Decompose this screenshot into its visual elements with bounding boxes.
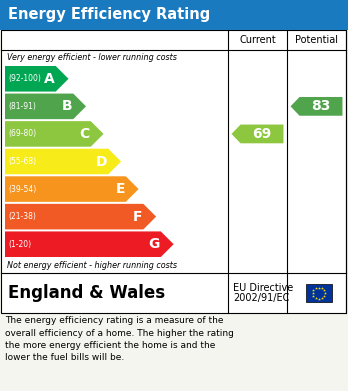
Text: 83: 83 xyxy=(311,99,330,113)
Text: A: A xyxy=(44,72,55,86)
Text: (92-100): (92-100) xyxy=(8,74,41,83)
Text: (81-91): (81-91) xyxy=(8,102,36,111)
Polygon shape xyxy=(5,93,86,119)
Bar xyxy=(0,0,348,30)
Text: B: B xyxy=(62,99,72,113)
Text: E: E xyxy=(115,182,125,196)
Polygon shape xyxy=(5,121,104,147)
Text: (69-80): (69-80) xyxy=(8,129,36,138)
Text: C: C xyxy=(79,127,90,141)
Polygon shape xyxy=(5,66,69,91)
Polygon shape xyxy=(5,176,139,202)
Text: (39-54): (39-54) xyxy=(8,185,36,194)
Polygon shape xyxy=(5,231,174,257)
Text: G: G xyxy=(149,237,160,251)
Text: Current: Current xyxy=(239,35,276,45)
Text: Potential: Potential xyxy=(295,35,338,45)
Polygon shape xyxy=(5,149,121,174)
Text: England & Wales: England & Wales xyxy=(8,284,165,302)
Bar xyxy=(1,30,346,313)
Text: (1-20): (1-20) xyxy=(8,240,31,249)
Text: EU Directive: EU Directive xyxy=(233,283,293,293)
Text: Energy Efficiency Rating: Energy Efficiency Rating xyxy=(8,7,210,23)
Text: F: F xyxy=(133,210,142,224)
Text: (21-38): (21-38) xyxy=(8,212,36,221)
Polygon shape xyxy=(5,204,156,230)
Text: Not energy efficient - higher running costs: Not energy efficient - higher running co… xyxy=(7,262,177,271)
Text: 69: 69 xyxy=(252,127,271,141)
Bar xyxy=(306,284,332,302)
Text: The energy efficiency rating is a measure of the
overall efficiency of a home. T: The energy efficiency rating is a measur… xyxy=(5,316,234,362)
Text: (55-68): (55-68) xyxy=(8,157,36,166)
Polygon shape xyxy=(291,97,342,116)
Polygon shape xyxy=(231,125,284,143)
Text: Very energy efficient - lower running costs: Very energy efficient - lower running co… xyxy=(7,54,177,63)
Text: D: D xyxy=(96,154,107,169)
Text: 2002/91/EC: 2002/91/EC xyxy=(233,293,290,303)
